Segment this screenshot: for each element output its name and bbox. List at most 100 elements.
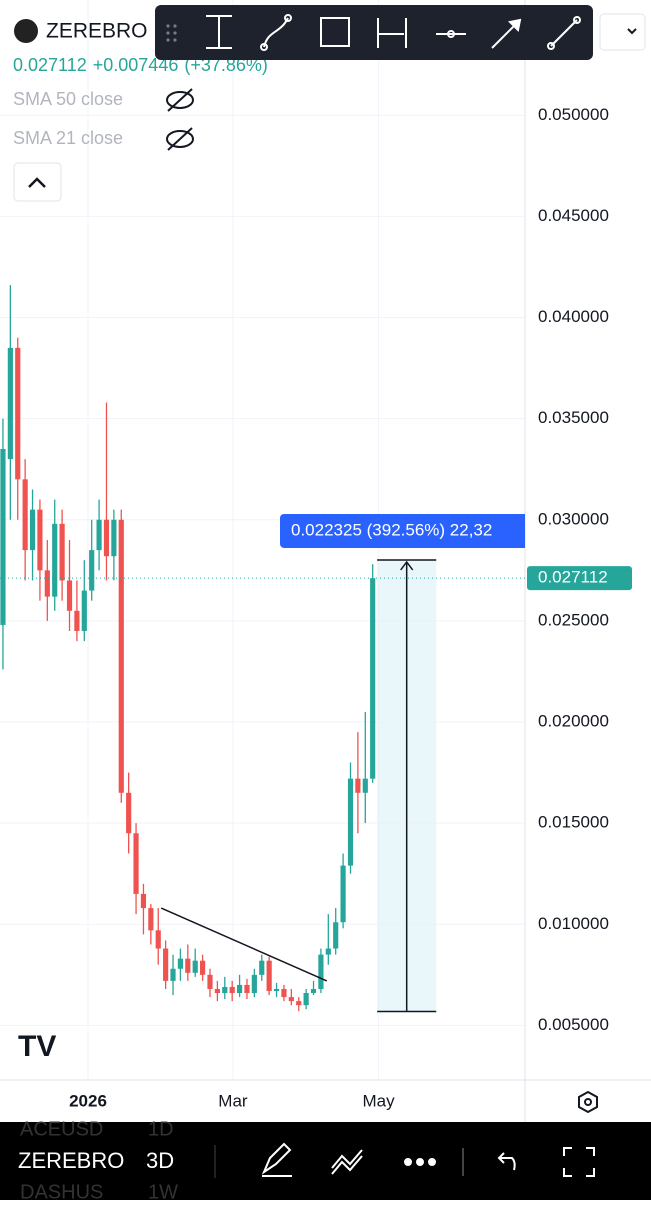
candle-body — [52, 523, 58, 597]
more-button[interactable] — [404, 1158, 436, 1166]
candle-body — [236, 984, 243, 994]
settings-icon[interactable] — [578, 1090, 598, 1114]
candle-body — [133, 833, 139, 894]
draw-button[interactable] — [261, 1142, 292, 1177]
ghost-text: ACEUSD — [20, 1118, 103, 1140]
dropdown[interactable] — [599, 13, 646, 51]
candle-body — [103, 519, 110, 557]
candle-body — [177, 958, 184, 969]
candle-body — [362, 778, 368, 793]
trendline — [160, 907, 328, 982]
bottom-bar — [0, 1122, 651, 1200]
candle-body — [59, 523, 65, 581]
candle-body — [214, 988, 220, 994]
candle-body — [333, 922, 339, 949]
last-price-tag — [527, 566, 632, 591]
symbol-logo — [14, 19, 38, 43]
fullscreen-button[interactable] — [563, 1147, 595, 1177]
candle-body — [192, 960, 198, 973]
candle-body — [310, 988, 317, 994]
candle-body — [7, 347, 13, 460]
candle-body — [148, 908, 154, 931]
symbol-name[interactable]: ZEREBRO — [46, 20, 148, 43]
y-tick-label: 0.040000 — [538, 307, 609, 326]
x-tick-label: 2026 — [69, 1091, 107, 1110]
candle-body — [222, 986, 228, 994]
collapse-button[interactable] — [13, 162, 62, 202]
interval-button[interactable]: 3D — [146, 1148, 174, 1173]
candle-body — [266, 960, 272, 992]
tool-icon[interactable] — [436, 30, 466, 38]
candle-body — [259, 960, 265, 975]
measure-label-bg — [280, 513, 525, 548]
axes: 0.005000 0.010000 0.015000 0.020000 0.025000… — [69, 105, 609, 1111]
tool-icon[interactable] — [491, 18, 522, 49]
logo: TV — [18, 1030, 56, 1063]
candle-body — [200, 960, 206, 975]
candle-body — [66, 580, 73, 611]
y-tick-label: 0.050000 — [538, 105, 609, 124]
candle-body — [340, 865, 346, 923]
candle-body — [44, 570, 50, 597]
candle-body — [89, 550, 95, 591]
y-tick-label: 0.045000 — [538, 206, 609, 225]
last-price-label: 0.027112 — [538, 568, 608, 587]
candle-body — [288, 997, 294, 1002]
candle-body — [170, 968, 176, 981]
candle-body — [15, 347, 21, 480]
candle-body — [111, 519, 117, 557]
y-tick-label: 0.010000 — [538, 914, 609, 933]
indicator-label[interactable]: SMA 50 close — [13, 89, 123, 109]
y-tick-label: 0.025000 — [538, 610, 609, 629]
indicator-label[interactable]: SMA 21 close — [13, 128, 123, 148]
candle-body — [347, 778, 354, 866]
undo-button[interactable] — [497, 1152, 516, 1171]
x-tick-label: May — [363, 1091, 396, 1110]
dropdown-icon — [627, 28, 637, 35]
candle-body — [118, 519, 124, 793]
y-tick-label: 0.020000 — [538, 712, 609, 731]
change: +0.007446 — [93, 55, 179, 75]
candle-body — [0, 448, 6, 625]
measure-label-text: 0.022325 (392.56%) 22,32 — [291, 520, 492, 539]
ghost-text: 1W — [148, 1181, 178, 1200]
candle-body — [244, 984, 250, 994]
candle-body — [37, 509, 43, 571]
y-tick-label: 0.035000 — [538, 408, 609, 427]
candle-body — [74, 610, 80, 632]
hide-icon[interactable] — [166, 127, 194, 151]
candle-body — [273, 988, 280, 992]
candle-body — [325, 948, 331, 955]
y-tick-label: 0.015000 — [538, 813, 609, 832]
candle-body — [185, 958, 191, 973]
drawing-toolbar — [155, 5, 593, 60]
hide-icon[interactable] — [166, 88, 194, 112]
candle-body — [251, 974, 257, 994]
candle-body — [318, 954, 324, 989]
tool-icon[interactable] — [377, 18, 407, 48]
candle-body — [229, 986, 235, 994]
candle-body — [303, 993, 309, 1006]
y-tick-label: 0.005000 — [538, 1015, 609, 1034]
symbol-button[interactable]: ZEREBRO — [18, 1148, 124, 1173]
tool-icon[interactable] — [260, 14, 292, 51]
candle-body — [140, 893, 147, 909]
y-tick-label: 0.030000 — [538, 509, 609, 528]
tools-button[interactable] — [331, 1149, 363, 1175]
tool-icon[interactable] — [206, 15, 232, 49]
candle-body — [370, 578, 376, 779]
candle-body — [22, 479, 28, 551]
collapse-icon — [28, 177, 46, 188]
candle-body — [355, 778, 361, 793]
candle-body — [96, 519, 102, 551]
candle-body — [281, 988, 287, 998]
candle-body — [296, 1001, 302, 1006]
tool-icon[interactable] — [320, 17, 350, 47]
tool-icon[interactable] — [547, 16, 581, 50]
candle-body — [81, 590, 87, 632]
measure-label: 0.022325 (392.56%) 22,32 — [280, 513, 525, 548]
candle-body — [29, 509, 36, 551]
